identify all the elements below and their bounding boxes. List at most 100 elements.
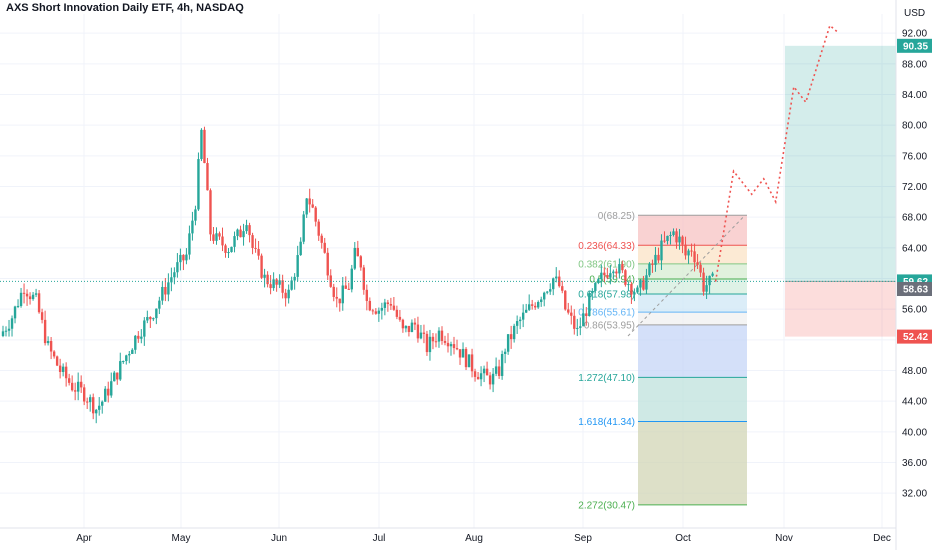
candle-body [353,247,356,269]
candle-body [687,250,690,256]
candle-body [182,254,185,261]
candle-body [284,292,287,299]
y-tick-label: 88.00 [902,59,927,70]
candle-body [13,306,17,319]
price-tag-label: 90.35 [903,41,928,52]
candle-body [467,354,471,368]
candle-body [503,351,507,354]
candle-body [618,264,621,274]
candle-body [407,325,411,332]
y-tick-label: 76.00 [902,151,927,162]
candle-body [260,255,263,278]
candle-body [416,324,420,339]
candle-body [152,318,155,320]
candle-body [470,354,474,372]
candle-body [401,319,405,329]
candle-body [278,280,281,285]
candle-body [690,250,693,252]
candle-body [479,373,483,380]
candle-body [70,382,74,391]
y-axis-currency: USD [904,8,925,19]
candle-body [338,298,341,304]
candle-body [651,263,654,265]
y-tick-label: 68.00 [902,213,927,224]
candle-body [344,285,347,289]
x-tick-label: Apr [76,533,92,544]
candle-body [636,287,639,293]
candle-body [383,302,387,308]
candle-body [558,276,561,287]
candle-body [561,286,564,291]
candle-body [530,304,534,306]
candle-body [624,270,627,285]
y-tick-label: 36.00 [902,458,927,469]
candle-body [666,235,669,242]
candle-body [107,388,110,396]
candle-body [552,278,555,290]
candle-body [434,341,438,343]
candle-body [34,293,38,295]
candle-body [335,296,338,299]
candle-body [10,318,14,329]
candle-body [537,302,540,308]
candle-body [293,276,296,281]
candle-body [275,279,278,285]
y-tick-label: 84.00 [902,90,927,101]
candle-body [621,264,624,271]
candle-body [104,388,107,402]
candle-body [473,371,477,377]
candle-body [92,397,95,414]
candle-body [155,308,158,319]
candle-body [488,375,492,385]
candle-body [398,316,402,320]
fib-level-label: 1.272(47.10) [578,373,635,384]
candle-body [227,252,230,254]
candle-body [85,401,89,403]
candle-body [37,293,41,313]
candle-body [347,288,350,290]
candle-body [356,247,359,257]
candle-body [675,231,678,243]
candle-body [627,284,630,286]
candle-body [194,209,197,221]
candle-body [600,272,603,280]
y-tick-label: 72.00 [902,182,927,193]
candle-body [494,366,498,374]
candle-body [218,233,221,237]
price-tag [897,282,932,297]
x-tick-label: Oct [675,533,691,544]
candle-body [606,275,609,278]
candle-body [711,273,714,276]
candle-body [684,244,687,256]
candle-body [61,366,65,372]
candle-body [567,309,570,313]
candle-body [326,252,329,276]
candle-body [76,381,80,392]
fib-zone [638,245,747,264]
candle-body [639,280,642,288]
candle-body [452,344,456,349]
fib-zone [638,215,747,246]
fib-level-label: 0.382(61.90) [578,259,635,270]
candle-body [116,372,119,380]
candle-body [67,378,71,383]
candle-body [549,289,552,292]
candle-body [672,231,675,235]
candle-body [46,341,50,344]
candle-body [161,286,164,301]
candle-body [98,405,101,410]
candle-body [173,272,176,278]
candle-body [449,344,453,347]
candle-body [603,272,606,276]
candle-body [576,327,579,329]
candle-body [518,319,522,322]
candle-body [266,274,269,285]
x-tick-label: Aug [465,533,483,544]
candle-body [212,234,215,241]
projection-path [714,24,840,282]
candle-body [702,272,705,292]
candle-body [440,330,444,341]
position-stop-zone [785,281,896,337]
